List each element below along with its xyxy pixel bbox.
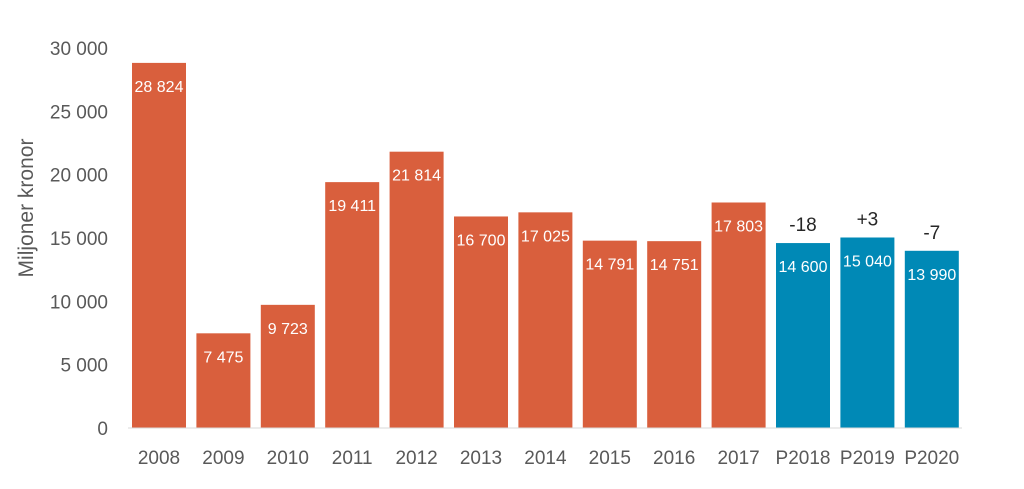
bar-value-label: 15 040: [843, 253, 892, 270]
x-tick-label: P2019: [840, 448, 895, 469]
x-tick-label: 2008: [138, 448, 180, 469]
x-tick-label: 2014: [524, 448, 567, 469]
y-tick-label: 5 000: [60, 356, 108, 377]
x-tick-label: 2012: [395, 448, 437, 469]
x-tick-label: P2018: [776, 448, 831, 469]
change-annotation: -7: [923, 223, 940, 244]
bar-value-label: 9 723: [268, 321, 308, 338]
bar-value-label: 17 025: [521, 228, 570, 245]
change-annotation: -18: [789, 215, 816, 236]
bar: [132, 62, 186, 429]
x-axis-labels: 2008 2009 2010 2011 2012 2013 2014 2015 2016 2017…: [138, 448, 959, 469]
x-tick-label: 2015: [589, 448, 631, 469]
bar: [389, 151, 444, 428]
bar: [196, 333, 251, 428]
bar-value-label: 17 803: [714, 218, 763, 235]
bar-value-label: 16 700: [457, 232, 506, 249]
x-tick-label: 2013: [460, 448, 502, 469]
bar-value-label: 19 411: [328, 198, 376, 215]
x-tick-label: 2017: [717, 448, 759, 469]
y-tick-label: 25 000: [50, 102, 108, 123]
bar: [776, 243, 830, 428]
bar-value-label: 14 751: [650, 257, 699, 274]
bar: [325, 182, 380, 428]
bar-value-label: 7 475: [203, 349, 243, 366]
bar: [454, 216, 508, 428]
y-tick-label: 10 000: [50, 292, 108, 313]
bar-value-label: 28 824: [135, 79, 184, 96]
y-axis-ticks: 0 5 000 10 000 15 000 20 000 25 000 30 000: [50, 39, 108, 440]
bar-value-label: 14 791: [585, 257, 634, 274]
bar: [518, 212, 573, 428]
bar: [904, 250, 959, 428]
x-tick-label: 2011: [332, 448, 373, 469]
bar-value-label: 14 600: [779, 259, 828, 276]
bar: [582, 240, 637, 428]
bar: [711, 202, 766, 428]
bar: [840, 237, 895, 428]
y-tick-label: 20 000: [50, 166, 108, 187]
y-tick-label: 15 000: [50, 229, 108, 250]
bar-value-label: 21 814: [392, 168, 441, 185]
x-tick-label: 2009: [202, 448, 244, 469]
bar-value-label: 13 990: [907, 267, 956, 284]
y-tick-label: 30 000: [50, 39, 108, 60]
bar: [260, 304, 315, 428]
x-tick-label: 2016: [653, 448, 695, 469]
x-tick-label: P2020: [904, 448, 959, 469]
bar: [647, 241, 702, 428]
y-axis-label: Miljoner kronor: [15, 139, 38, 278]
bars: 28 824 7 475 9 723 19 411 21 814 16 700 17 025…: [132, 62, 959, 429]
change-annotation: +3: [857, 209, 879, 230]
y-tick-label: 0: [97, 419, 108, 440]
x-tick-label: 2010: [267, 448, 309, 469]
